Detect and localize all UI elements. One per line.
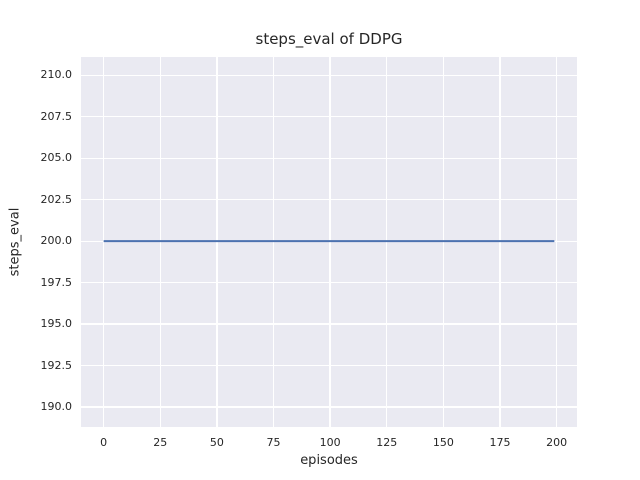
y-gridline	[81, 157, 577, 159]
x-tick-label: 100	[319, 436, 341, 449]
x-tick-label: 150	[432, 436, 454, 449]
y-tick-label: 190.0	[40, 400, 73, 414]
x-tick-label: 0	[100, 436, 108, 449]
x-tick-label: 75	[266, 436, 281, 449]
y-tick-label: 202.5	[40, 192, 73, 206]
x-gridline	[102, 57, 105, 427]
x-tick-label: 175	[489, 436, 511, 449]
y-tick-label: 195.0	[40, 317, 73, 331]
y-gridline	[81, 116, 577, 118]
x-tick-label: 200	[546, 436, 568, 449]
x-tick-label: 125	[376, 436, 398, 449]
x-gridline	[555, 57, 558, 427]
y-gridline	[81, 282, 577, 284]
y-gridline	[81, 406, 577, 408]
y-tick-label: 205.0	[40, 151, 73, 165]
y-tick-label: 197.5	[40, 275, 73, 289]
x-tick-label: 25	[153, 436, 168, 449]
y-tick-label: 207.5	[40, 109, 73, 123]
series-layer	[103, 240, 555, 243]
y-gridline	[81, 74, 577, 76]
chart-title: steps_eval of DDPG	[255, 30, 403, 48]
y-gridline	[81, 364, 577, 367]
y-tick-label: 192.5	[40, 358, 73, 372]
y-gridline	[81, 199, 577, 201]
x-tick-label: 50	[209, 436, 224, 449]
x-axis-label: episodes	[300, 453, 358, 468]
plot-area	[81, 57, 577, 427]
y-tick-label: 200.0	[40, 234, 73, 248]
y-gridline	[81, 323, 577, 325]
y-tick-label: 210.0	[40, 68, 73, 82]
